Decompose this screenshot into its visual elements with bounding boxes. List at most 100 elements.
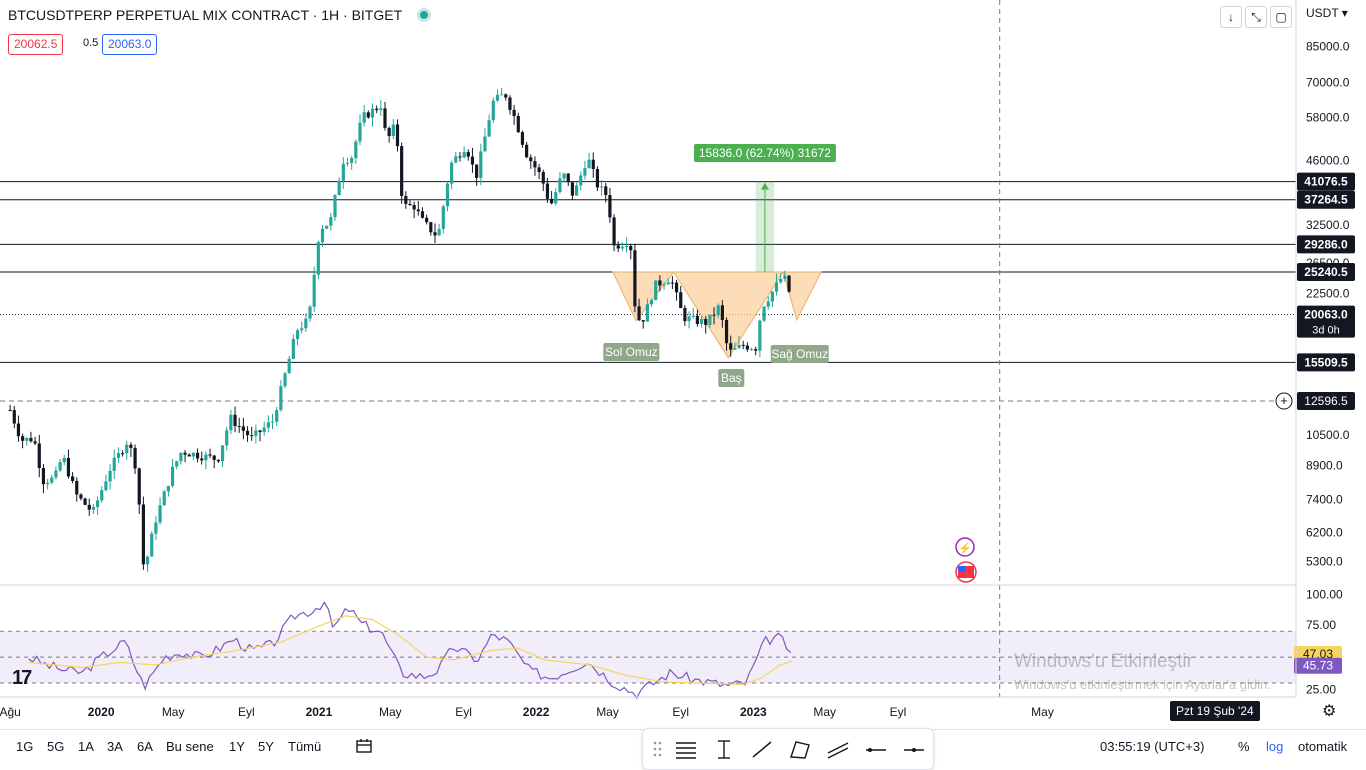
- candle-body[interactable]: [46, 482, 50, 485]
- candle-body[interactable]: [591, 159, 595, 169]
- range-6m[interactable]: 6A: [137, 739, 153, 754]
- candle-body[interactable]: [383, 108, 387, 128]
- candle-body[interactable]: [737, 344, 741, 349]
- candle-body[interactable]: [262, 427, 266, 433]
- candle-body[interactable]: [229, 414, 233, 431]
- candle-body[interactable]: [595, 168, 600, 188]
- candle-body[interactable]: [287, 358, 291, 374]
- candle-body[interactable]: [433, 232, 437, 236]
- candle-body[interactable]: [270, 421, 275, 423]
- candle-body[interactable]: [487, 120, 491, 137]
- rsi-line[interactable]: [28, 601, 792, 700]
- candle-body[interactable]: [191, 452, 195, 457]
- candle-body[interactable]: [720, 305, 724, 320]
- fullscreen-icon[interactable]: ▢: [1270, 6, 1292, 28]
- candle-body[interactable]: [550, 198, 554, 204]
- add-alert-icon[interactable]: [1275, 392, 1293, 410]
- calendar-icon[interactable]: [355, 737, 373, 755]
- candle-body[interactable]: [441, 206, 445, 229]
- candle-body[interactable]: [683, 308, 687, 322]
- candle-body[interactable]: [616, 245, 620, 249]
- candle-body[interactable]: [179, 452, 183, 462]
- candle-body[interactable]: [412, 205, 416, 210]
- pattern-tool-icon[interactable]: [787, 737, 813, 761]
- candle-body[interactable]: [162, 491, 166, 506]
- candle-body[interactable]: [624, 246, 629, 248]
- candle-body[interactable]: [758, 320, 762, 351]
- candle-body[interactable]: [450, 162, 454, 184]
- candle-body[interactable]: [337, 180, 341, 196]
- candle-body[interactable]: [420, 211, 425, 218]
- candle-body[interactable]: [66, 457, 71, 477]
- candle-body[interactable]: [25, 437, 29, 441]
- candle-body[interactable]: [70, 476, 75, 481]
- candle-body[interactable]: [87, 504, 91, 510]
- candle-body[interactable]: [475, 164, 479, 178]
- arrow-down-icon[interactable]: ↓: [1220, 6, 1242, 28]
- candle-body[interactable]: [350, 158, 354, 163]
- candle-body[interactable]: [695, 315, 699, 324]
- candle-body[interactable]: [204, 454, 208, 461]
- candle-body[interactable]: [662, 284, 666, 286]
- candle-body[interactable]: [100, 490, 104, 501]
- bid-price[interactable]: 20062.5: [8, 34, 64, 55]
- range-3m[interactable]: 3A: [107, 739, 123, 754]
- candle-body[interactable]: [583, 168, 587, 176]
- auto-scale-toggle[interactable]: otomatik: [1298, 739, 1348, 754]
- candle-body[interactable]: [633, 250, 637, 307]
- ask-price[interactable]: 20063.0: [102, 34, 158, 55]
- candle-body[interactable]: [54, 470, 58, 478]
- candle-body[interactable]: [587, 159, 591, 169]
- candle-body[interactable]: [391, 124, 395, 137]
- candle-body[interactable]: [16, 423, 21, 437]
- candle-body[interactable]: [774, 282, 779, 292]
- candle-body[interactable]: [158, 505, 162, 523]
- candle-body[interactable]: [233, 414, 237, 427]
- horizontal-line-icon[interactable]: [901, 737, 927, 761]
- candle-body[interactable]: [187, 454, 191, 457]
- range-5y[interactable]: 5Y: [258, 739, 274, 754]
- channel-tool-icon[interactable]: [825, 737, 851, 761]
- candle-body[interactable]: [325, 225, 329, 229]
- drag-handle-icon[interactable]: [647, 737, 673, 761]
- candle-body[interactable]: [749, 349, 754, 351]
- candle-body[interactable]: [554, 192, 558, 204]
- candle-body[interactable]: [212, 455, 216, 460]
- candle-body[interactable]: [250, 435, 254, 437]
- candle-body[interactable]: [545, 183, 550, 199]
- candle-body[interactable]: [779, 278, 783, 283]
- range-5d[interactable]: 5G: [47, 739, 65, 754]
- candle-body[interactable]: [245, 430, 250, 436]
- candle-body[interactable]: [79, 494, 83, 499]
- candle-body[interactable]: [129, 444, 133, 448]
- candle-body[interactable]: [166, 486, 170, 492]
- candle-body[interactable]: [170, 466, 175, 487]
- candle-body[interactable]: [479, 151, 483, 178]
- candle-body[interactable]: [416, 209, 420, 212]
- candle-body[interactable]: [529, 157, 533, 162]
- candle-body[interactable]: [645, 304, 650, 322]
- range-1d[interactable]: 1G: [16, 739, 34, 754]
- candle-body[interactable]: [62, 457, 66, 463]
- candle-body[interactable]: [33, 441, 37, 444]
- candle-body[interactable]: [291, 339, 295, 359]
- candle-body[interactable]: [666, 282, 670, 285]
- candle-body[interactable]: [408, 203, 412, 206]
- candle-body[interactable]: [183, 452, 187, 455]
- candle-body[interactable]: [679, 292, 683, 309]
- candle-body[interactable]: [745, 345, 749, 350]
- candle-body[interactable]: [300, 328, 304, 331]
- candle-body[interactable]: [649, 300, 654, 305]
- candle-body[interactable]: [562, 173, 566, 179]
- candle-body[interactable]: [50, 477, 54, 483]
- candle-body[interactable]: [200, 458, 204, 461]
- candle-body[interactable]: [704, 319, 708, 325]
- candle-body[interactable]: [137, 468, 141, 505]
- cursor-text-icon[interactable]: [711, 737, 737, 761]
- candle-body[interactable]: [787, 275, 791, 292]
- candle-body[interactable]: [8, 410, 12, 412]
- currency-selector[interactable]: USDT ▾: [1306, 6, 1348, 20]
- rsi-ma-line[interactable]: [28, 615, 793, 686]
- candle-body[interactable]: [454, 156, 458, 163]
- candle-body[interactable]: [537, 167, 541, 173]
